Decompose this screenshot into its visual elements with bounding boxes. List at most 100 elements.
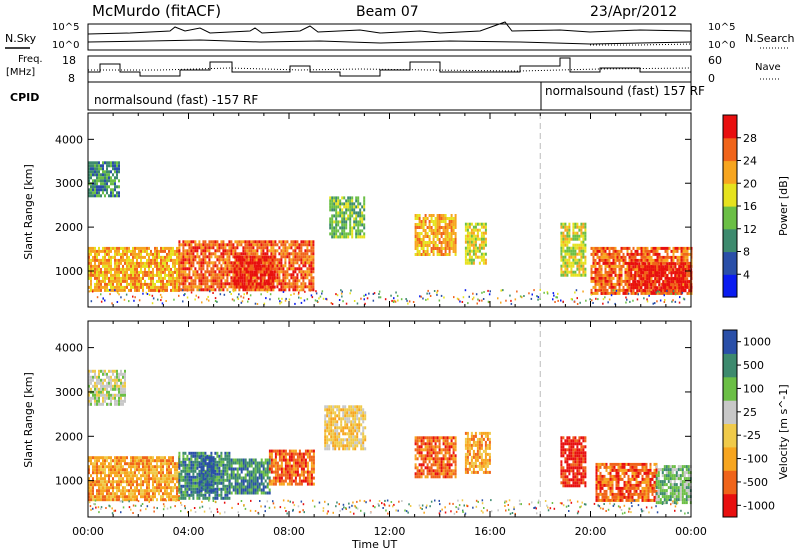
data-cell (140, 264, 142, 268)
data-cell (158, 492, 160, 496)
data-cell (294, 267, 297, 271)
data-cell (688, 274, 691, 278)
data-cell (237, 285, 240, 289)
data-cell (102, 396, 104, 400)
data-cell (122, 279, 124, 283)
data-cell (450, 223, 453, 226)
data-cell (650, 274, 653, 278)
data-cell (294, 252, 297, 256)
data-cell (257, 264, 260, 268)
data-cell (204, 243, 207, 247)
scatter-cell (500, 289, 502, 292)
data-cell (440, 214, 443, 217)
data-cell (668, 289, 671, 293)
data-cell (194, 466, 197, 470)
data-cell (190, 240, 193, 244)
data-cell (152, 456, 154, 460)
data-cell (110, 459, 112, 463)
data-cell (158, 486, 160, 490)
data-cell (152, 288, 154, 292)
data-cell (280, 285, 283, 289)
data-cell (90, 185, 92, 189)
data-cell (343, 232, 346, 236)
data-cell (90, 402, 92, 406)
data-cell (94, 167, 96, 171)
data-cell (652, 265, 655, 269)
data-cell (172, 279, 174, 283)
data-cell (594, 276, 597, 280)
data-cell (341, 226, 344, 230)
data-cell (166, 492, 168, 496)
data-cell (432, 241, 435, 244)
data-cell (150, 465, 152, 469)
data-cell (234, 240, 237, 244)
data-cell (122, 393, 124, 397)
data-cell (176, 498, 178, 502)
data-cell (118, 288, 120, 292)
data-cell (308, 279, 311, 283)
data-cell (684, 246, 687, 250)
data-cell (442, 217, 445, 220)
data-cell (124, 270, 126, 274)
data-cell (240, 240, 243, 244)
data-cell (359, 229, 362, 233)
data-cell (108, 477, 110, 481)
data-cell (164, 498, 166, 502)
data-cell (668, 246, 671, 250)
data-cell (188, 252, 191, 256)
data-cell (656, 258, 659, 262)
scatter-cell (537, 298, 539, 301)
data-cell (168, 462, 170, 466)
data-cell (244, 288, 247, 292)
data-cell (228, 273, 231, 277)
data-cell (118, 393, 120, 397)
data-cell (154, 246, 156, 250)
data-cell (638, 283, 641, 287)
data-cell (186, 472, 189, 476)
data-cell (176, 465, 178, 469)
data-cell (584, 243, 587, 247)
scatter-cell (679, 296, 681, 299)
scatter-cell (471, 298, 474, 301)
data-cell (654, 291, 657, 295)
data-cell (130, 489, 132, 493)
data-cell (612, 258, 615, 262)
data-cell (156, 477, 158, 481)
data-cell (96, 249, 98, 253)
data-cell (150, 462, 152, 466)
nave-tick-1: 0 (708, 72, 715, 85)
data-cell (94, 390, 96, 394)
data-cell (232, 288, 235, 292)
data-cell (468, 261, 471, 265)
data-cell (110, 381, 112, 385)
data-cell (208, 493, 211, 497)
data-cell (620, 279, 623, 283)
data-cell (134, 474, 136, 478)
data-cell (670, 249, 673, 253)
data-cell (662, 274, 665, 278)
data-cell (241, 276, 244, 280)
data-cell (345, 220, 348, 224)
data-cell (666, 286, 669, 290)
data-cell (170, 480, 172, 484)
data-cell (144, 474, 146, 478)
data-cell (120, 390, 122, 394)
data-cell (174, 285, 176, 289)
data-cell (584, 237, 587, 241)
scatter-cell (190, 291, 193, 294)
data-cell (600, 264, 603, 268)
data-cell (648, 252, 651, 256)
scatter-cell (576, 297, 578, 300)
data-cell (235, 282, 238, 286)
data-cell (162, 471, 164, 475)
data-cell (98, 477, 100, 481)
data-cell (110, 474, 112, 478)
data-cell (104, 285, 106, 289)
data-cell (608, 246, 611, 250)
data-cell (686, 265, 689, 269)
data-cell (249, 258, 252, 262)
data-cell (150, 270, 152, 274)
data-cell (88, 393, 90, 397)
data-cell (178, 252, 181, 256)
data-cell (170, 471, 172, 475)
